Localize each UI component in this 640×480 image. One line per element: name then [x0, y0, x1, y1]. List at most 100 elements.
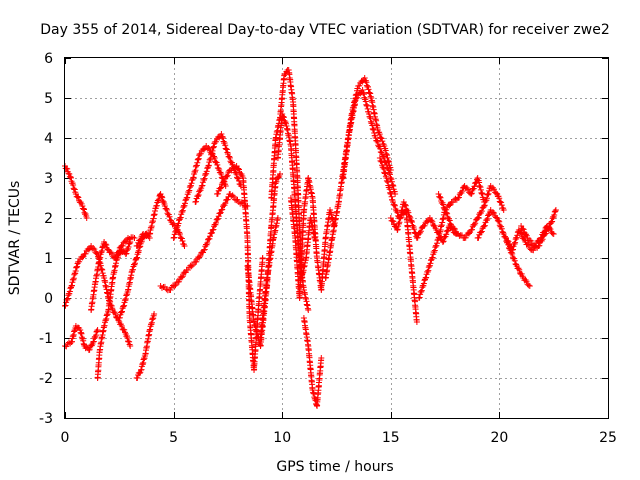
y-tick-label: -1 [39, 331, 53, 347]
data-point-marker [391, 201, 398, 208]
data-point-marker [405, 209, 412, 216]
data-point-marker [389, 217, 396, 224]
data-point-marker [469, 226, 475, 233]
data-point-marker [176, 231, 183, 237]
data-point-marker [468, 191, 475, 197]
series-s20 [340, 87, 399, 197]
data-point-marker [119, 308, 125, 315]
series-s11 [192, 131, 244, 205]
data-point-marker [229, 192, 236, 199]
series-s10 [170, 143, 229, 241]
data-point-marker [215, 213, 222, 220]
data-point-marker [189, 262, 196, 269]
data-point-marker [231, 163, 237, 170]
x-tick-label: 15 [382, 430, 400, 446]
data-point-marker [496, 198, 503, 205]
data-point-marker [378, 158, 384, 164]
data-point-marker [164, 210, 171, 217]
data-point-marker [216, 134, 223, 141]
series-s18 [287, 175, 338, 301]
data-point-marker [413, 319, 420, 325]
data-point-marker [504, 237, 511, 244]
x-axis-label: GPS time / hours [276, 459, 393, 475]
data-point-marker [462, 234, 469, 241]
grid-lines [65, 58, 608, 418]
data-point-marker [459, 188, 466, 195]
data-point-marker [441, 205, 448, 212]
data-point-marker [485, 212, 492, 219]
data-point-marker [234, 174, 240, 181]
data-point-marker [452, 195, 459, 202]
data-point-marker [90, 245, 97, 252]
data-point-marker [421, 222, 428, 229]
data-point-marker [427, 260, 434, 267]
data-point-marker [186, 187, 193, 194]
data-point-marker [203, 168, 210, 175]
data-point-marker [532, 242, 539, 249]
data-point-marker [197, 253, 204, 260]
data-point-marker [511, 257, 518, 264]
series-s23 [416, 175, 488, 301]
data-point-marker [373, 137, 380, 144]
data-point-marker [472, 220, 479, 227]
data-point-marker [552, 207, 559, 213]
y-tick-label: 1 [44, 251, 53, 267]
data-point-marker [375, 142, 382, 149]
data-point-marker [429, 218, 436, 225]
data-point-marker [500, 231, 507, 237]
data-point-marker [512, 239, 519, 246]
data-point-marker [505, 238, 512, 245]
data-point-marker [546, 225, 553, 232]
data-point-marker [484, 215, 491, 222]
series-s8 [133, 191, 188, 249]
data-point-marker [184, 267, 191, 273]
data-point-marker [107, 249, 114, 256]
data-point-marker [377, 145, 384, 152]
y-tick-label: 2 [44, 211, 53, 227]
data-point-marker [134, 374, 141, 381]
data-point-marker [171, 234, 178, 241]
data-point-marker [136, 370, 143, 377]
data-point-marker [218, 184, 225, 191]
data-point-marker [124, 334, 131, 341]
data-point-marker [443, 209, 450, 216]
data-point-marker [494, 215, 501, 221]
y-tick-label: 3 [44, 171, 53, 187]
data-point-marker [442, 207, 449, 213]
data-point-marker [76, 258, 83, 265]
data-point-marker [424, 269, 431, 275]
data-point-marker [172, 282, 179, 289]
data-point-marker [197, 150, 204, 157]
data-point-marker [417, 228, 424, 235]
y-tick-label: 5 [44, 91, 53, 107]
data-point-marker [94, 327, 101, 333]
series-s4 [88, 234, 138, 313]
data-point-marker [277, 171, 283, 177]
data-point-marker [206, 146, 213, 153]
data-point-marker [112, 310, 119, 317]
data-point-marker [429, 254, 436, 261]
data-point-marker [221, 178, 228, 185]
series-s5 [94, 239, 134, 381]
data-point-marker [209, 229, 215, 236]
data-point-marker [318, 355, 325, 361]
data-point-marker [127, 343, 134, 349]
series-s9 [157, 191, 251, 294]
x-tick-label: 20 [490, 430, 508, 446]
data-point-marker [475, 214, 482, 221]
data-point-marker [137, 236, 144, 243]
chart-title: Day 355 of 2014, Sidereal Day-to-day VTE… [40, 22, 610, 38]
data-point-marker [66, 171, 73, 177]
data-point-marker [485, 190, 492, 197]
data-point-marker [91, 246, 98, 253]
data-point-marker [125, 244, 132, 250]
data-point-marker [391, 202, 398, 209]
data-point-marker [428, 217, 435, 224]
data-point-marker [480, 223, 487, 230]
data-point-marker [208, 230, 215, 237]
data-point-marker [193, 198, 199, 205]
data-point-marker [538, 234, 545, 241]
data-point-marker [464, 186, 471, 193]
data-point-marker [118, 322, 125, 329]
data-point-marker [74, 193, 81, 200]
